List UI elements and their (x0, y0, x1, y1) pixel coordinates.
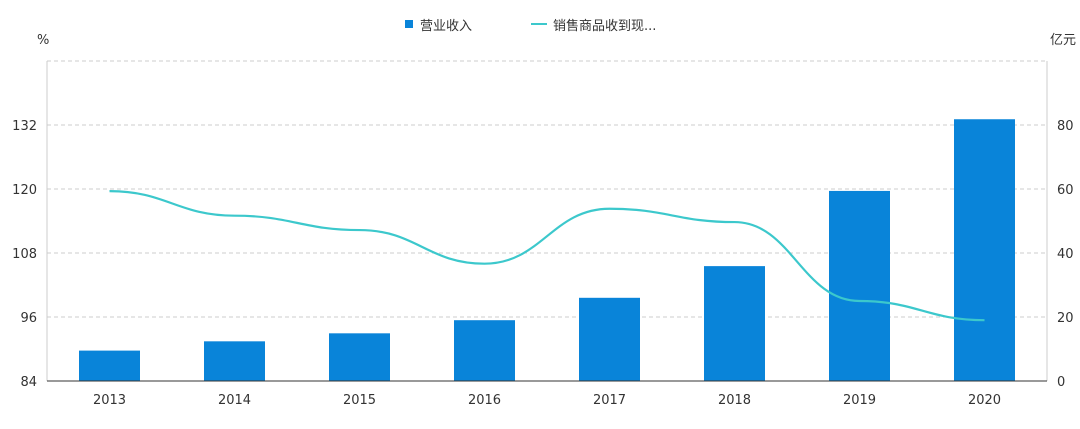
series-line (109, 190, 985, 322)
right-axis-unit: 亿元 (1050, 33, 1076, 48)
x-axis-tick-label: 2016 (468, 393, 501, 408)
x-axis-tick-label: 2015 (343, 393, 376, 408)
left-axis-tick-label: 120 (12, 183, 37, 198)
right-axis-tick-label: 60 (1057, 183, 1074, 198)
x-axis-tick-label: 2018 (718, 393, 751, 408)
bar (954, 119, 1015, 382)
right-axis-tick-label: 40 (1057, 247, 1074, 262)
right-axis-tick-label: 80 (1057, 119, 1074, 134)
right-axis-tick-label: 0 (1057, 375, 1065, 390)
x-axis-tick-label: 2014 (218, 393, 251, 408)
legend: 营业收入 销售商品收到现... (405, 18, 656, 34)
bar (79, 350, 140, 381)
legend-label-line: 销售商品收到现... (553, 18, 656, 34)
bar (704, 266, 765, 381)
x-axis-tick-label: 2017 (593, 393, 626, 408)
bar (579, 297, 640, 381)
left-axis-tick-label: 96 (20, 311, 37, 326)
x-axis-tick-label: 2019 (843, 393, 876, 408)
x-axis-tick-label: 2013 (93, 393, 126, 408)
left-axis-unit: % (37, 33, 49, 48)
left-axis-tick-label: 84 (20, 375, 37, 390)
legend-label-bar: 营业收入 (420, 19, 472, 34)
bar (829, 190, 890, 381)
bar (454, 320, 515, 381)
x-axis-tick-label: 2020 (968, 393, 1001, 408)
left-axis-tick-label: 108 (12, 247, 37, 262)
legend-bar-swatch (405, 20, 413, 28)
plot-area: 84 96 108 120 132 0 20 40 60 80 2013 2014 2015 2016 20… (12, 60, 1074, 408)
bar (204, 341, 265, 381)
bar (329, 333, 390, 381)
right-axis-tick-label: 20 (1057, 311, 1074, 326)
left-axis-tick-label: 132 (12, 119, 37, 134)
